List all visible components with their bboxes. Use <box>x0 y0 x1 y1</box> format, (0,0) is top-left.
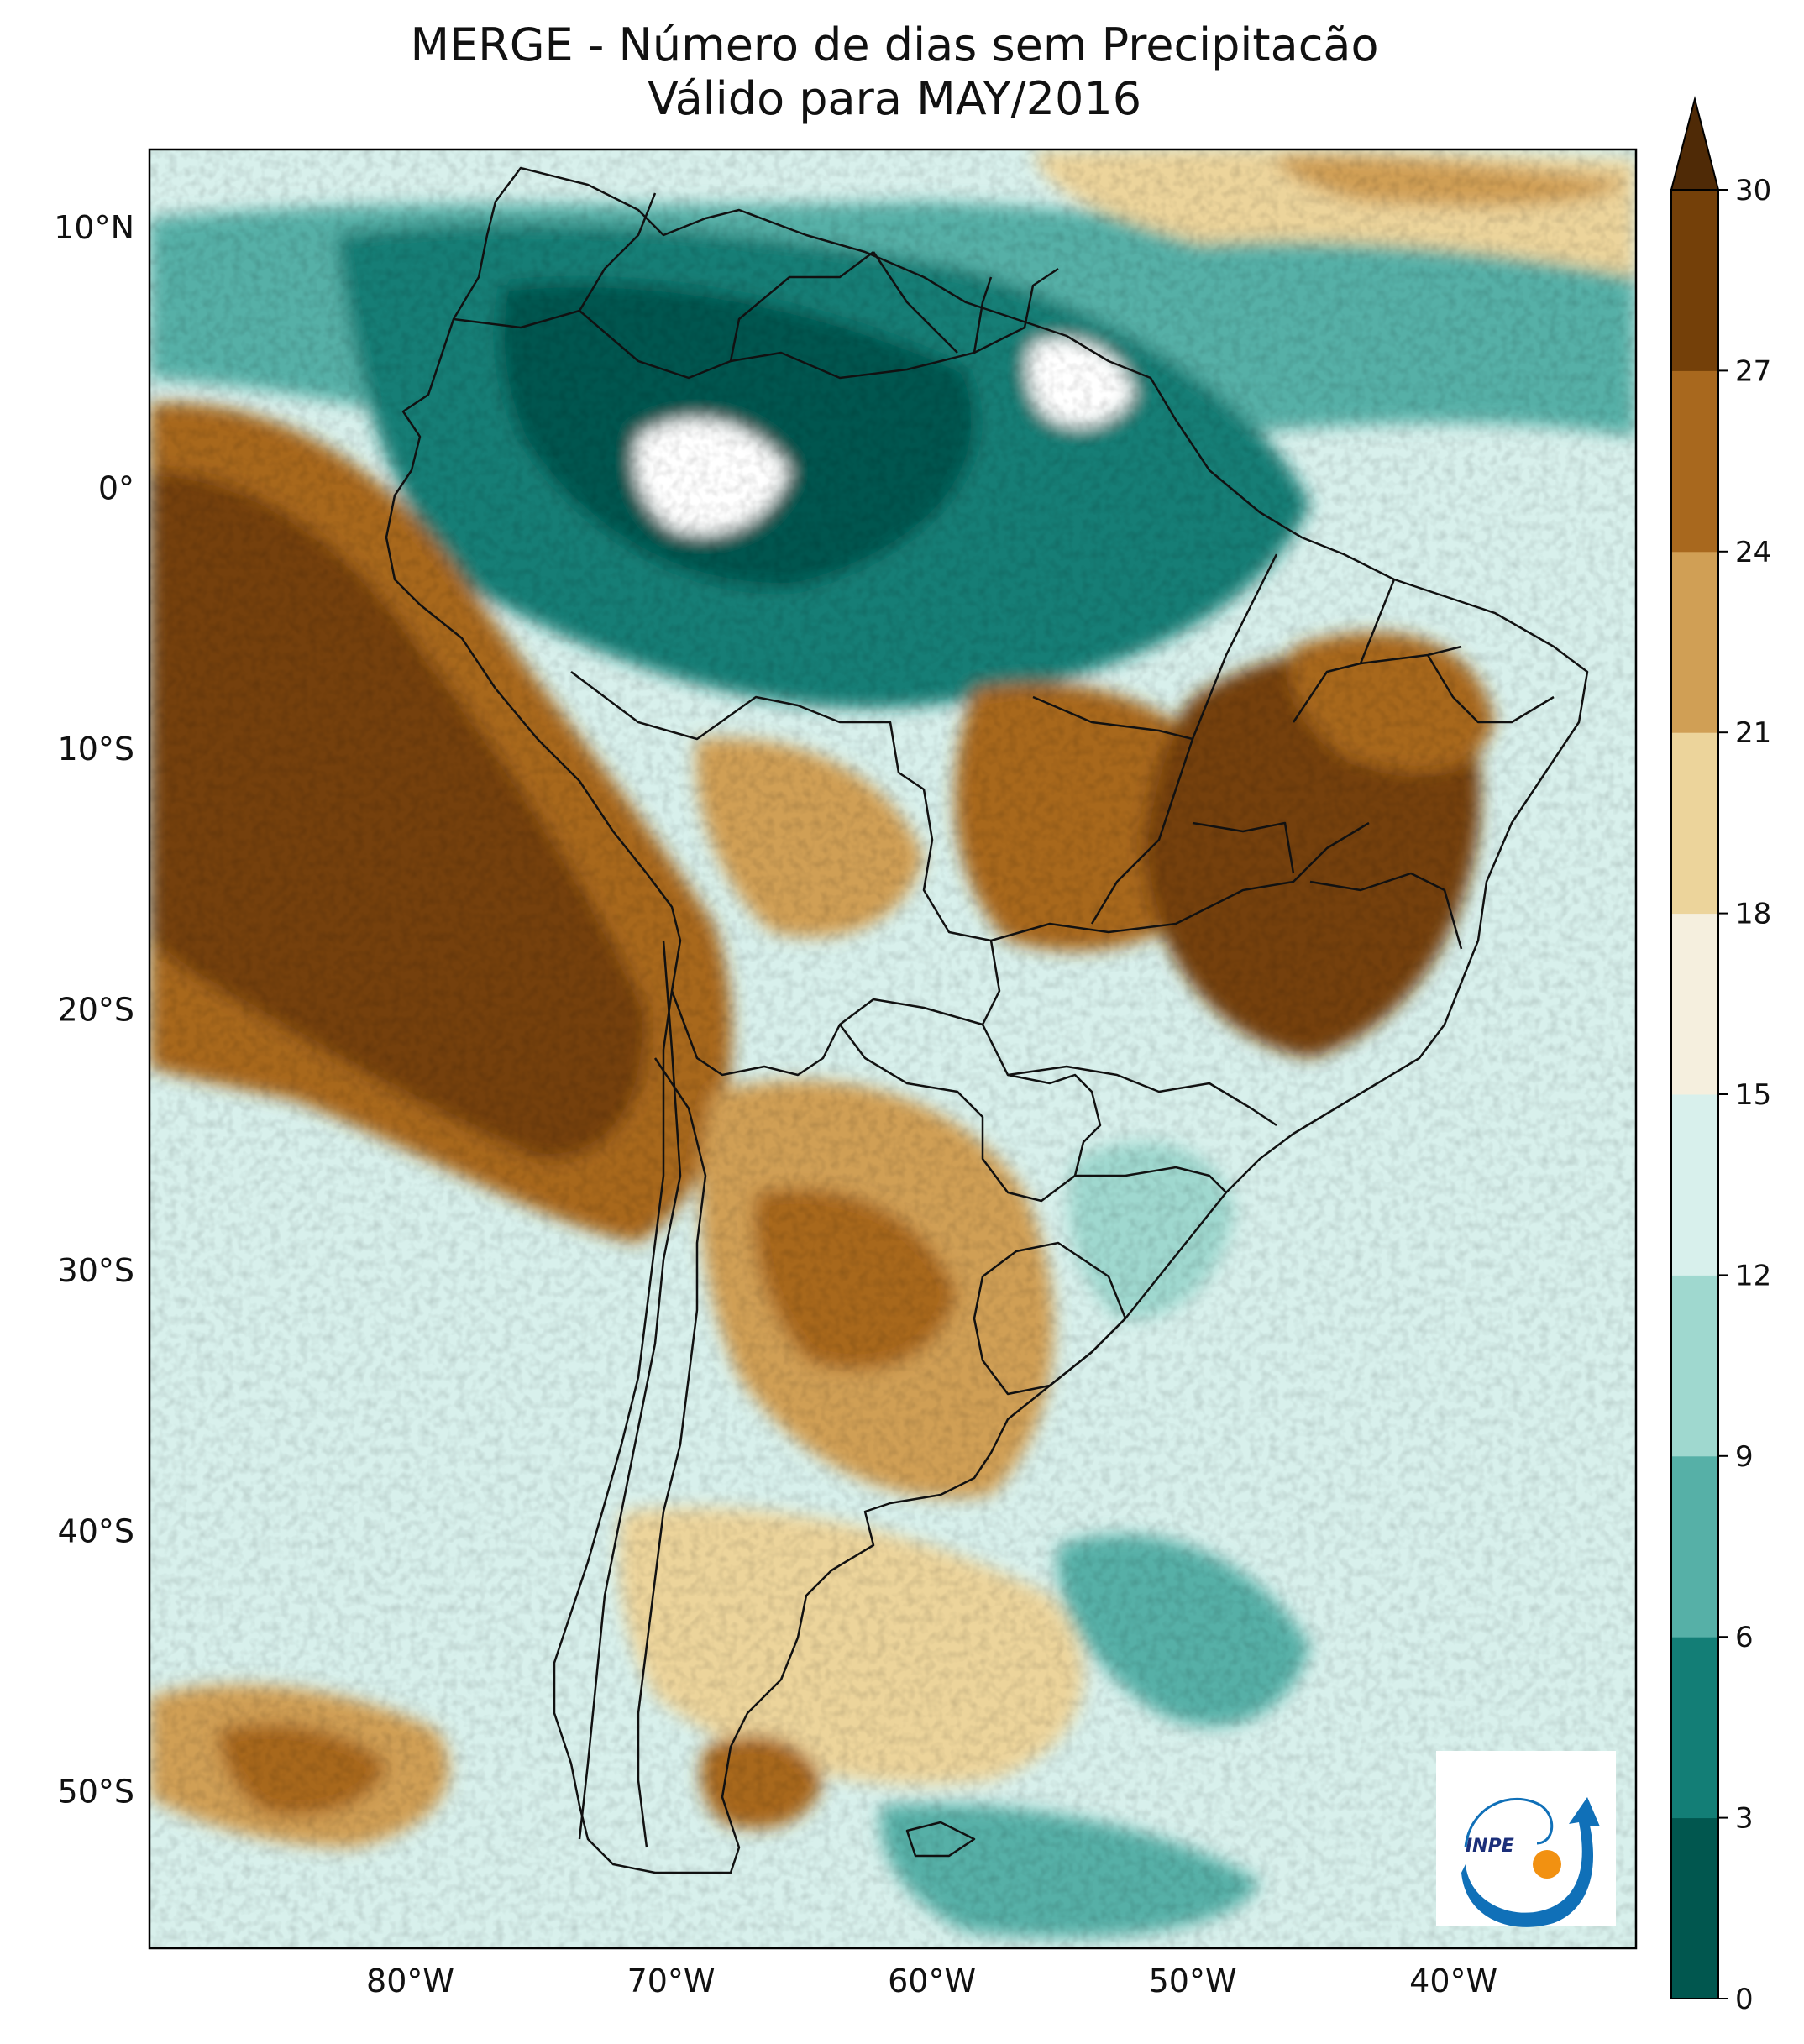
colorbar-tick-label: 30 <box>1735 174 1771 207</box>
title-line-1: MERGE - Número de dias sem Precipitacão <box>410 18 1379 71</box>
colorbar-tick-label: 0 <box>1735 1983 1754 2016</box>
border-line <box>872 251 958 354</box>
border-line <box>1032 695 1194 925</box>
lat-tick-label: 10°N <box>54 209 134 246</box>
lat-tick-label: 0° <box>98 470 134 507</box>
border-line <box>1075 1166 1227 1193</box>
border-line <box>578 192 657 312</box>
colorbar-segment <box>1671 551 1718 733</box>
border-line <box>570 671 1001 1077</box>
lon-tick-label: 80°W <box>366 1963 454 1999</box>
map-frame <box>148 148 1638 1950</box>
border-line <box>1023 267 1059 328</box>
border-line <box>1359 579 1396 664</box>
lon-tick-label: 60°W <box>888 1963 976 1999</box>
border-line <box>578 940 682 1840</box>
colorbar: 0 3 6 9 12 15 18 21 24 27 30 <box>1670 96 1771 2016</box>
longitude-labels: 80°W 70°W 60°W 50°W 40°W <box>366 1963 1497 1999</box>
lat-tick-label: 50°S <box>58 1774 134 1811</box>
colorbar-tick-label: 21 <box>1735 716 1771 750</box>
border-line <box>1007 1065 1277 1127</box>
lat-tick-label: 40°S <box>58 1512 134 1549</box>
border-line <box>973 276 993 354</box>
lon-tick-label: 40°W <box>1409 1963 1497 1999</box>
colorbar-tick-label: 27 <box>1735 354 1771 388</box>
colorbar-tick-label: 12 <box>1735 1259 1771 1292</box>
latitude-labels: 10°N 0° 10°S 20°S 30°S 40°S 50°S <box>54 209 134 1811</box>
border-line <box>1192 821 1295 874</box>
lat-tick-label: 10°S <box>58 731 134 768</box>
colorbar-segment <box>1671 1817 1718 1999</box>
country-borders <box>385 166 1589 1874</box>
border-line <box>729 251 874 362</box>
border-line <box>1191 553 1278 740</box>
field-texture <box>149 149 1636 1948</box>
colorbar-segment <box>1671 732 1718 915</box>
border-line <box>905 1821 976 1858</box>
logo-arrow <box>1461 1797 1600 1927</box>
colorbar-tick-label: 18 <box>1735 898 1771 931</box>
precipitation-field <box>149 149 1636 1948</box>
colorbar-segment <box>1671 1637 1718 1819</box>
border-line <box>1426 654 1555 724</box>
colorbar-segment <box>1671 1275 1718 1457</box>
colorbar-tick-label: 24 <box>1735 536 1771 569</box>
colorbar-segment <box>1671 1094 1718 1276</box>
colorbar-tick-label: 15 <box>1735 1078 1771 1112</box>
colorbar-segment <box>1671 190 1718 371</box>
chart-title: MERGE - Número de dias sem Precipitacão … <box>151 18 1638 126</box>
colorbar-tick-label: 9 <box>1735 1440 1754 1474</box>
colorbar-extend-arrow <box>1670 96 1720 191</box>
logo-orange-dot <box>1533 1850 1561 1879</box>
lon-tick-label: 70°W <box>627 1963 716 1999</box>
colorbar-segment <box>1671 913 1718 1095</box>
lat-tick-label: 30°S <box>58 1252 134 1289</box>
border-line <box>1309 872 1463 950</box>
border-line <box>990 821 1370 942</box>
logo-text: INPE <box>1466 1836 1514 1857</box>
inpe-logo: INPE <box>1436 1751 1616 1927</box>
colorbar-tick-label: 6 <box>1735 1621 1754 1654</box>
border-line <box>973 1241 1127 1396</box>
lon-tick-label: 50°W <box>1149 1963 1237 1999</box>
continent-outline <box>385 166 1589 1874</box>
colorbar-tick-label: 3 <box>1735 1802 1754 1836</box>
colorbar-segment <box>1671 1455 1718 1638</box>
lat-tick-label: 20°S <box>58 991 134 1028</box>
border-line <box>637 1057 707 1848</box>
border-line <box>839 1024 1102 1203</box>
logo-swirl <box>1464 1797 1554 1848</box>
colorbar-segment <box>1671 370 1718 553</box>
title-line-2: Válido para MAY/2016 <box>647 72 1142 125</box>
